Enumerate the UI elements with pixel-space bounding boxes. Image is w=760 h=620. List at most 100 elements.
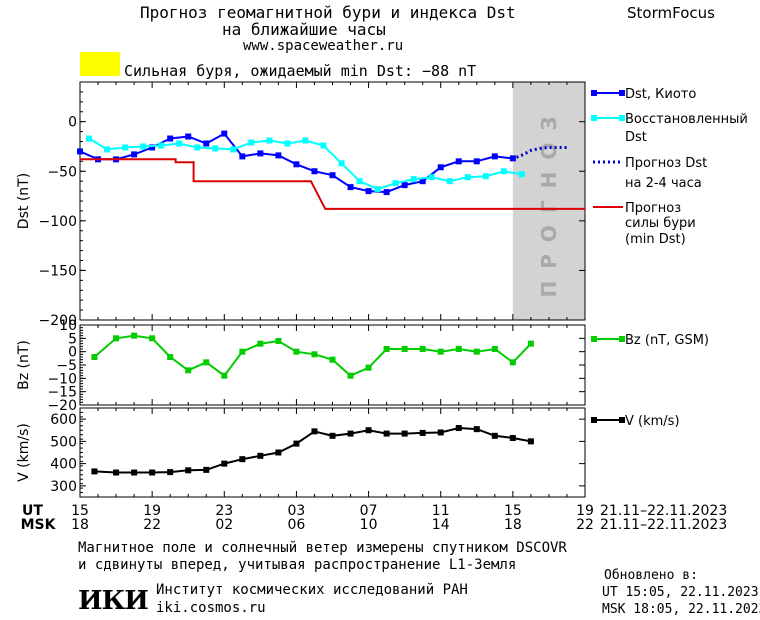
caption-line1: Магнитное поле и солнечный ветер измерен…	[78, 540, 567, 556]
v-data-point	[167, 469, 174, 476]
bz-data-point	[91, 354, 98, 360]
dst-data-point	[464, 174, 471, 181]
dst-legend-marker	[619, 90, 625, 96]
v-data-point	[383, 430, 390, 437]
forecast-band-label: ПРОГНОЗ	[537, 104, 561, 297]
dst-data-point	[374, 186, 381, 193]
dst-data-point	[176, 140, 183, 147]
v-legend-marker	[591, 417, 597, 423]
dst-legend-label: Прогноз	[625, 201, 681, 216]
dst-data-point	[167, 135, 174, 142]
v-ylabel: V (km/s)	[16, 423, 32, 482]
bz-data-point	[437, 348, 444, 355]
dst-data-point	[266, 137, 273, 144]
msk-tick-label: 22	[576, 517, 594, 533]
dst-data-point	[365, 188, 372, 195]
caption-line2: и сдвинуты вперед, учитывая распростране…	[78, 557, 517, 573]
v-data-point	[91, 468, 98, 475]
bz-data-point	[455, 346, 462, 352]
dst-data-point	[518, 171, 525, 178]
dst-data-point	[401, 182, 408, 189]
v-data-point	[293, 440, 300, 447]
dst-data-point	[239, 153, 246, 160]
dst-data-point	[446, 178, 453, 185]
dst-legend-label: Dst, Киото	[625, 87, 696, 102]
v-legend-marker	[619, 417, 625, 423]
ut-tick-label: 19	[576, 503, 594, 519]
ut-tick-label: 19	[143, 503, 161, 519]
iki-logo[interactable]: ИКИ	[78, 586, 149, 616]
dst-data-point	[437, 164, 444, 171]
dst-data-point	[302, 137, 309, 144]
dst-data-point	[122, 144, 129, 151]
institute-url[interactable]: iki.cosmos.ru	[156, 600, 266, 616]
dst-ytick-label: −150	[39, 263, 77, 279]
v-data-point	[419, 429, 426, 436]
msk-tick-label: 02	[215, 517, 233, 533]
dst-legend-label: Dst	[625, 130, 647, 145]
dst-data-point	[257, 150, 264, 157]
dst-data-point	[149, 144, 156, 151]
dst-data-point	[491, 153, 498, 160]
bz-data-point	[419, 346, 426, 352]
bz-data-point	[329, 356, 336, 363]
bz-ytick-label: 0	[68, 345, 77, 361]
bz-data-point	[401, 346, 408, 352]
msk-tick-label: 22	[143, 517, 161, 533]
dst-legend-label: (min Dst)	[625, 232, 686, 247]
dst-data-point	[428, 174, 435, 181]
v-panel-frame	[79, 407, 586, 498]
bz-legend-marker	[591, 336, 597, 342]
dst-legend-label: Прогноз Dst	[625, 156, 707, 171]
bz-data-point	[491, 346, 498, 352]
dst-data-point	[158, 142, 165, 149]
dst-data-point	[455, 158, 462, 165]
bz-data-point	[167, 354, 174, 360]
bz-ytick-label: 5	[68, 331, 77, 347]
dst-data-point	[293, 161, 300, 168]
dst-data-point	[212, 145, 219, 152]
msk-tick-label: 14	[432, 517, 450, 533]
dst-data-point	[275, 152, 282, 159]
dst-data-point	[473, 158, 480, 165]
v-data-point	[491, 432, 498, 439]
dst-legend-marker	[591, 115, 597, 121]
v-data-point	[509, 435, 516, 442]
bz-panel-frame	[79, 324, 586, 406]
msk-tick-label: 18	[504, 517, 522, 533]
institute-name: Институт космических исследований РАН	[156, 582, 468, 598]
dst-data-point	[383, 189, 390, 196]
bz-data-point	[473, 348, 480, 355]
chart-title-line2: на ближайшие часы	[222, 20, 386, 39]
chart-title-line1: Прогноз геомагнитной бури и индекса Dst	[140, 3, 516, 22]
dst-data-point	[329, 172, 336, 179]
dst-data-point	[347, 184, 354, 191]
msk-tick-label: 18	[71, 517, 89, 533]
bz-data-point	[203, 359, 210, 366]
dst-data-point	[230, 146, 237, 153]
dst-data-point	[500, 168, 507, 175]
alert-color-swatch	[80, 52, 120, 76]
msk-axis-label: MSK	[21, 517, 57, 533]
brand-name: StormFocus	[627, 4, 715, 22]
bz-ytick-label: 10	[59, 318, 77, 334]
dst-legend-label: на 2-4 часа	[625, 176, 702, 191]
dst-legend-label: силы бури	[625, 216, 696, 231]
dst-data-point	[356, 178, 363, 185]
bz-legend-marker	[619, 336, 625, 342]
bz-ytick-label: −15	[47, 385, 77, 401]
bz-data-point	[149, 335, 156, 342]
v-ytick-label: 500	[50, 434, 77, 450]
forecast-band	[512, 82, 585, 320]
ut-tick-label: 15	[71, 503, 89, 519]
bz-data-point	[311, 351, 318, 358]
bz-ytick-label: −20	[47, 398, 77, 414]
ut-tick-label: 23	[215, 503, 233, 519]
v-data-point	[455, 425, 462, 432]
dst-ytick-label: −50	[47, 164, 77, 180]
msk-tick-label: 10	[360, 517, 378, 533]
bz-data-point	[347, 372, 354, 379]
site-url[interactable]: www.spaceweather.ru	[243, 38, 404, 54]
dst-data-point	[392, 180, 399, 187]
